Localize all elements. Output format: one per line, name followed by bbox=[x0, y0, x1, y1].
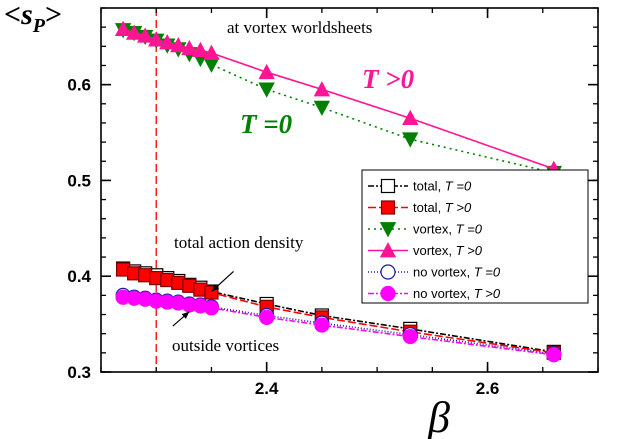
data-point-3-1 bbox=[125, 24, 143, 40]
annotation-t-pos: T >0 bbox=[362, 64, 415, 94]
legend-entry-3: vortex, T >0 bbox=[368, 242, 483, 258]
data-point-5-9 bbox=[259, 309, 275, 325]
legend-label-4: no vortex, T =0 bbox=[413, 265, 501, 280]
data-point-2-10 bbox=[313, 100, 331, 116]
legend-marker-1 bbox=[380, 200, 396, 215]
legend-marker-5 bbox=[380, 285, 396, 302]
legend-label-name-1: total, bbox=[413, 200, 445, 215]
legend-label-name-3: vortex, bbox=[413, 243, 456, 258]
legend-label-t-1: T >0 bbox=[445, 200, 472, 215]
axes: 2.4 2.6 0.3 0.4 0.5 0.6 bbox=[67, 7, 599, 398]
series-layer bbox=[114, 20, 562, 363]
legend-marker-0 bbox=[380, 178, 396, 194]
data-point-3-0 bbox=[114, 20, 132, 36]
y-label-var: s bbox=[20, 0, 33, 31]
data-point-3-5 bbox=[170, 37, 187, 53]
annotation-top: at vortex worldsheets bbox=[227, 18, 372, 37]
data-point-3-9 bbox=[258, 63, 275, 80]
legend-label-name-4: no vortex, bbox=[413, 265, 474, 280]
x-tick-label: 2.6 bbox=[476, 379, 500, 398]
legend-label-t-0: T =0 bbox=[445, 179, 472, 194]
data-point-2-9 bbox=[258, 82, 275, 98]
legend-label-5: no vortex, T >0 bbox=[413, 286, 501, 301]
data-point-5-8 bbox=[203, 300, 220, 316]
y-label-open: < bbox=[4, 0, 21, 31]
data-point-3-3 bbox=[148, 31, 165, 47]
legend-label-1: total, T >0 bbox=[413, 200, 472, 215]
data-point-3-4 bbox=[159, 34, 176, 50]
data-point-3-2 bbox=[137, 27, 154, 43]
legend-box bbox=[361, 169, 589, 304]
annotation-total-action: total action density bbox=[174, 233, 304, 252]
legend-label-name-0: total, bbox=[413, 179, 445, 194]
y-label-sub: P bbox=[32, 15, 46, 37]
legend-label-t-3: T >0 bbox=[456, 243, 483, 258]
legend-marker-2 bbox=[379, 222, 397, 238]
legend-label-t-4: T =0 bbox=[474, 265, 501, 280]
data-point-3-10 bbox=[313, 81, 331, 97]
y-tick-label: 0.5 bbox=[67, 171, 91, 190]
annotations: at vortex worldsheets T >0 T =0 total ac… bbox=[172, 18, 415, 355]
data-point-5-10 bbox=[314, 317, 330, 333]
series-5 bbox=[115, 289, 562, 363]
legend-label-2: vortex, T =0 bbox=[413, 222, 483, 237]
y-tick-label: 0.3 bbox=[67, 363, 91, 382]
y-tick-label: 0.4 bbox=[67, 267, 91, 286]
legend-entry-2: vortex, T =0 bbox=[368, 222, 483, 238]
legend-marker-3 bbox=[379, 242, 397, 258]
annotation-t-zero: T =0 bbox=[240, 109, 293, 139]
legend-label-t-2: T =0 bbox=[456, 222, 483, 237]
legend-label-name-2: vortex, bbox=[413, 222, 456, 237]
data-point-3-7 bbox=[192, 41, 209, 58]
data-point-3-11 bbox=[402, 109, 419, 126]
legend-label-name-5: no vortex, bbox=[413, 286, 474, 301]
data-point-2-11 bbox=[402, 132, 419, 148]
legend-label-t-5: T >0 bbox=[474, 286, 501, 301]
data-point-5-11 bbox=[402, 328, 418, 345]
data-point-5-12 bbox=[546, 347, 562, 363]
annotation-arrowhead-0 bbox=[211, 284, 219, 292]
x-tick-label: 2.4 bbox=[255, 379, 279, 398]
legend-marker-4 bbox=[380, 264, 396, 280]
data-point-3-8 bbox=[203, 44, 220, 60]
legend-entry-0: total, T =0 bbox=[368, 179, 472, 194]
data-point-2-8 bbox=[203, 57, 220, 73]
legend-entry-4: no vortex, T =0 bbox=[368, 264, 501, 280]
legend-entry-5: no vortex, T >0 bbox=[368, 285, 501, 302]
legend-label-0: total, T =0 bbox=[413, 179, 472, 194]
annotation-outside: outside vortices bbox=[172, 336, 279, 355]
legend-label-3: vortex, T >0 bbox=[413, 243, 483, 258]
data-point-3-6 bbox=[181, 39, 198, 56]
y-tick-label: 0.6 bbox=[67, 76, 91, 95]
x-axis-label: β bbox=[427, 393, 450, 439]
y-label-close: > bbox=[45, 0, 62, 31]
legend-entry-1: total, T >0 bbox=[368, 200, 472, 215]
plot-frame bbox=[100, 7, 599, 373]
y-axis-label: <sP> bbox=[4, 0, 62, 37]
annotation-arrowhead-1 bbox=[181, 311, 190, 319]
